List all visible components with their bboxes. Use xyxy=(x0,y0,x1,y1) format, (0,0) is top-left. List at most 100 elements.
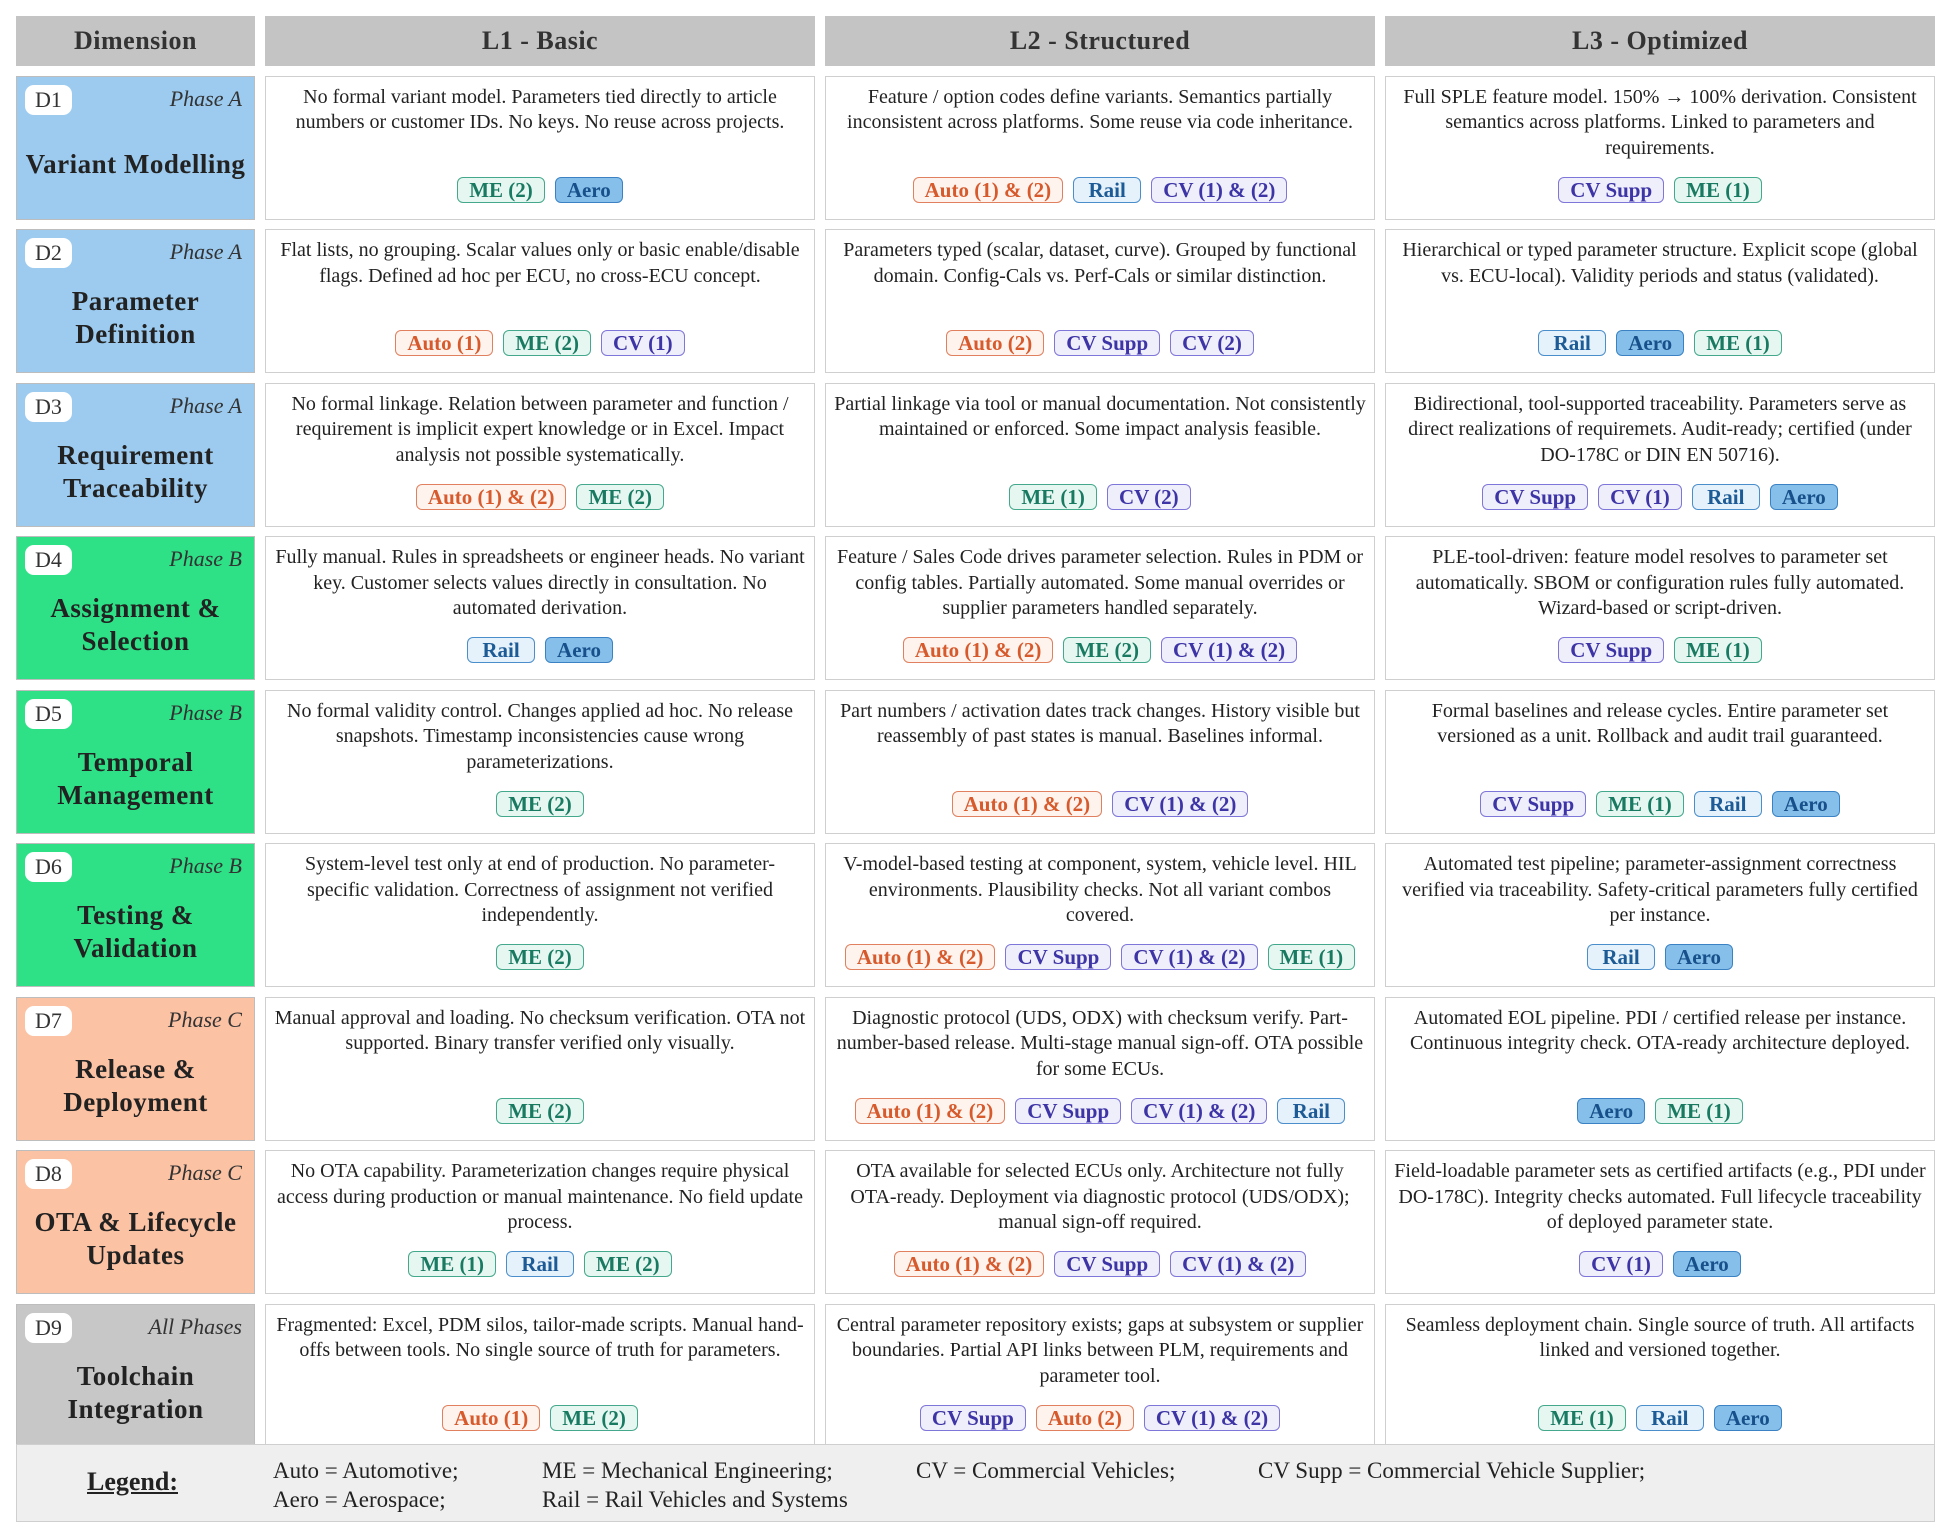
level-description: Seamless deployment chain. Single source… xyxy=(1405,1313,1915,1362)
domain-tag-auto: Auto (1) & (2) xyxy=(951,790,1103,817)
level-description: Flat lists, no grouping. Scalar values o… xyxy=(280,239,800,287)
level-description: No formal validity control. Changes appl… xyxy=(287,699,793,773)
domain-tag-rail: Rail xyxy=(1691,483,1760,510)
domain-tag-me: ME (2) xyxy=(457,176,545,203)
legend-title: Legend: xyxy=(87,1467,178,1496)
domain-tag-me: ME (2) xyxy=(496,790,584,817)
dimension-id-badge: D3 xyxy=(25,391,72,422)
domain-tag-aero: Aero xyxy=(1713,1404,1782,1431)
domain-tag-cvs: CV Supp xyxy=(1482,483,1589,510)
dimension-id-badge: D7 xyxy=(25,1005,72,1036)
legend-aero: Aero = Aerospace; xyxy=(273,1487,446,1512)
dimension-cell: D7 Phase C Release & Deployment xyxy=(16,996,255,1141)
domain-tag-aero: Aero xyxy=(1771,790,1840,817)
dimension-name: Parameter Definition xyxy=(71,286,200,349)
level-description: PLE-tool-driven: feature model resolves … xyxy=(1415,546,1905,619)
level-cell-l3: Seamless deployment chain. Single source… xyxy=(1385,1303,1935,1448)
domain-tag-aero: Aero xyxy=(1769,483,1838,510)
legend-cv: CV = Commercial Vehicles; xyxy=(916,1458,1176,1483)
dimension-cell: D2 Phase A Parameter Definition xyxy=(16,229,255,373)
level-cell-l2: Feature / Sales Code drives parameter se… xyxy=(825,536,1375,680)
level-description: No OTA capability. Parameterization chan… xyxy=(277,1160,803,1233)
level-description: OTA available for selected ECUs only. Ar… xyxy=(850,1160,1350,1233)
domain-tag-me: ME (1) xyxy=(1674,637,1762,663)
level-cell-l3: Bidirectional, tool-supported traceabili… xyxy=(1385,382,1935,527)
level-description: V-model-based testing at component, syst… xyxy=(843,853,1357,926)
domain-tags: CV (1) Aero xyxy=(1386,1251,1934,1277)
header-l3-optimized: L3 - Optimized xyxy=(1385,16,1935,66)
domain-tags: Auto (1) & (2) ME (2) xyxy=(266,483,814,510)
domain-tag-cvs: CV Supp xyxy=(1054,330,1161,356)
level-cell-l2: Feature / option codes define variants. … xyxy=(825,75,1375,220)
domain-tag-aero: Aero xyxy=(554,176,623,203)
domain-tags: ME (1) CV (2) xyxy=(826,483,1374,510)
domain-tag-auto: Auto (1) xyxy=(442,1404,541,1431)
legend-auto: Auto = Automotive; xyxy=(273,1458,459,1483)
level-cell-l2: V-model-based testing at component, syst… xyxy=(825,843,1375,987)
level-description: Diagnostic protocol (UDS, ODX) with chec… xyxy=(836,1006,1364,1080)
domain-tag-cvs: CV Supp xyxy=(1558,176,1665,203)
domain-tag-cvs: CV Supp xyxy=(1015,1097,1122,1124)
domain-tag-auto: Auto (2) xyxy=(946,330,1045,356)
level-description: No formal variant model. Parameters tied… xyxy=(295,85,785,134)
phase-label: Phase A xyxy=(169,239,242,264)
domain-tags: ME (2) Aero xyxy=(266,176,814,203)
level-cell-l3: Field-loadable parameter sets as certifi… xyxy=(1385,1150,1935,1294)
domain-tags: Auto (1) ME (2) CV (1) xyxy=(266,330,814,356)
dimension-name: Release & Deployment xyxy=(63,1053,208,1117)
level-description: Fully manual. Rules in spreadsheets or e… xyxy=(275,546,805,619)
level-description: Field-loadable parameter sets as certifi… xyxy=(1394,1160,1926,1233)
domain-tags: ME (2) xyxy=(266,790,814,817)
domain-tag-aero: Aero xyxy=(1616,330,1685,356)
domain-tag-auto: Auto (1) & (2) xyxy=(902,637,1054,663)
domain-tag-cv: CV (1) & (2) xyxy=(1131,1097,1268,1124)
dimension-name: Requirement Traceability xyxy=(57,439,214,503)
level-cell-l1: No formal variant model. Parameters tied… xyxy=(265,75,815,220)
level-cell-l1: No formal linkage. Relation between para… xyxy=(265,382,815,527)
domain-tag-rail: Rail xyxy=(1635,1404,1704,1431)
level-description: Parameters typed (scalar, dataset, curve… xyxy=(843,239,1357,287)
level-description: Bidirectional, tool-supported traceabili… xyxy=(1408,392,1912,466)
domain-tag-cv: CV (1) xyxy=(1598,483,1682,510)
level-description: No formal linkage. Relation between para… xyxy=(291,392,789,466)
dimension-cell: D9 All Phases Toolchain Integration xyxy=(16,1303,255,1448)
domain-tags: Rail Aero xyxy=(1386,944,1934,970)
domain-tags: ME (1) Rail Aero xyxy=(1386,1404,1934,1431)
domain-tag-rail: Rail xyxy=(1073,176,1142,203)
domain-tag-cv: CV (1) & (2) xyxy=(1170,1251,1307,1277)
domain-tag-me: ME (2) xyxy=(1063,637,1151,663)
domain-tag-auto: Auto (1) & (2) xyxy=(415,483,567,510)
domain-tags: Auto (1) & (2) CV (1) & (2) xyxy=(826,790,1374,817)
domain-tags: CV Supp ME (1) xyxy=(1386,637,1934,663)
domain-tags: CV Supp Auto (2) CV (1) & (2) xyxy=(826,1404,1374,1431)
domain-tags: Auto (1) & (2) CV Supp CV (1) & (2) xyxy=(826,1251,1374,1277)
header-dimension: Dimension xyxy=(16,16,255,66)
domain-tag-cvs: CV Supp xyxy=(1480,790,1587,817)
domain-tag-me: ME (1) xyxy=(1694,330,1782,356)
level-description: Formal baselines and release cycles. Ent… xyxy=(1431,699,1889,748)
dimension-id-badge: D9 xyxy=(25,1312,72,1343)
legend-me: ME = Mechanical Engineering; xyxy=(542,1458,833,1483)
domain-tag-me: ME (2) xyxy=(503,330,591,356)
level-cell-l1: Fragmented: Excel, PDM silos, tailor-mad… xyxy=(265,1303,815,1448)
phase-label: Phase B xyxy=(169,699,242,725)
domain-tag-me: ME (2) xyxy=(550,1404,638,1431)
domain-tags: CV Supp CV (1) Rail Aero xyxy=(1386,483,1934,510)
domain-tag-cv: CV (1) & (2) xyxy=(1151,176,1288,203)
dimension-cell: D6 Phase B Testing & Validation xyxy=(16,843,255,987)
domain-tag-rail: Rail xyxy=(506,1251,574,1277)
domain-tag-auto: Auto (1) & (2) xyxy=(893,1251,1045,1277)
domain-tags: Aero ME (1) xyxy=(1386,1097,1934,1124)
dimension-cell: D5 Phase B Temporal Management xyxy=(16,689,255,834)
phase-label: Phase C xyxy=(168,1160,242,1185)
level-description: Feature / option codes define variants. … xyxy=(847,85,1353,134)
level-description: Hierarchical or typed parameter structur… xyxy=(1402,239,1918,287)
dimension-id-badge: D2 xyxy=(25,238,72,268)
level-cell-l2: Diagnostic protocol (UDS, ODX) with chec… xyxy=(825,996,1375,1141)
level-cell-l3: Automated EOL pipeline. PDI / certified … xyxy=(1385,996,1935,1141)
domain-tags: Auto (1) & (2) CV Supp CV (1) & (2) ME (1) xyxy=(826,944,1374,970)
legend-box: Legend: Auto = Automotive; Aero = Aerosp… xyxy=(16,1444,1935,1522)
domain-tag-auto: Auto (1) xyxy=(395,330,494,356)
dimension-cell: D8 Phase C OTA & Lifecycle Updates xyxy=(16,1150,255,1294)
level-cell-l2: OTA available for selected ECUs only. Ar… xyxy=(825,1150,1375,1294)
